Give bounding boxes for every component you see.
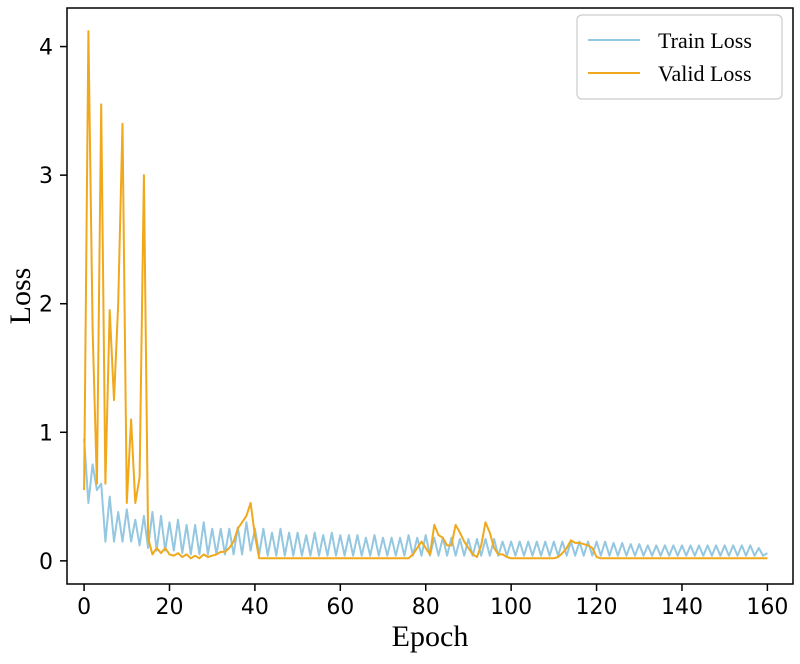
x-tick-label: 120 <box>576 595 618 620</box>
x-axis-title: Epoch <box>392 620 469 653</box>
x-tick-label: 40 <box>241 595 269 620</box>
legend-frame <box>576 14 783 100</box>
y-axis-title: Loss <box>4 268 37 325</box>
y-tick-label: 1 <box>39 421 53 446</box>
x-tick-label: 160 <box>746 595 788 620</box>
x-tick-label: 20 <box>155 595 183 620</box>
x-axis-ticks: 0 20 40 60 80 100 120 140 160 <box>77 584 788 620</box>
x-tick-label: 80 <box>412 595 440 620</box>
legend-label-valid-loss: Valid Loss <box>658 61 752 86</box>
plot-area <box>66 7 794 585</box>
y-tick-label: 2 <box>39 293 53 318</box>
y-axis-ticks: 0 1 2 3 4 <box>39 36 67 575</box>
y-tick-label: 0 <box>39 550 53 575</box>
x-tick-label: 60 <box>326 595 354 620</box>
x-tick-label: 100 <box>490 595 532 620</box>
y-tick-label: 4 <box>39 36 53 61</box>
y-tick-label: 3 <box>39 164 53 189</box>
series-layer <box>83 30 768 560</box>
series-line-train-loss <box>83 438 768 557</box>
legend-label-train-loss: Train Loss <box>658 28 752 53</box>
x-tick-label: 140 <box>661 595 703 620</box>
x-tick-label: 0 <box>77 595 91 620</box>
series-line-valid-loss <box>83 30 768 560</box>
legend: Train Loss Valid Loss <box>576 14 783 100</box>
